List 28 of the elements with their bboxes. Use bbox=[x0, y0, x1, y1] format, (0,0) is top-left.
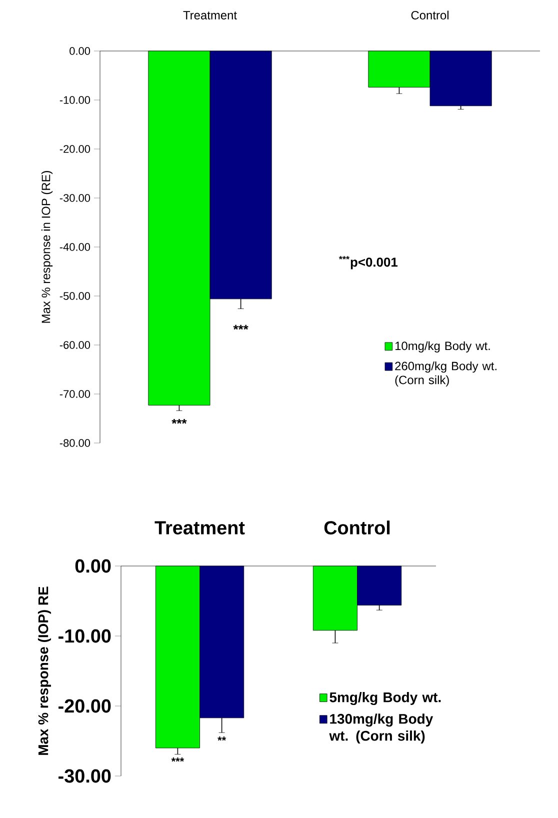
y-tick-label: -10.00 bbox=[60, 96, 90, 104]
y-tick-label: -20.00 bbox=[60, 145, 90, 153]
y-tick-label: -30.00 bbox=[60, 194, 90, 202]
y-axis-title: Max % response (IOP) RE bbox=[38, 586, 51, 755]
y-tick-label: 0.00 bbox=[70, 47, 90, 55]
legend-label: 260mg/kg Body wt. (Corn silk) bbox=[395, 361, 496, 387]
y-tick-label: 0.00 bbox=[75, 559, 111, 573]
x-tick-label: Treatment bbox=[183, 11, 237, 20]
y-tick-label: -70.00 bbox=[60, 390, 90, 398]
annotation: *** bbox=[171, 758, 184, 762]
y-tick-label: -10.00 bbox=[58, 629, 111, 643]
y-tick-label: -60.00 bbox=[60, 341, 90, 349]
annotation: *** bbox=[233, 324, 248, 330]
y-tick-label: -50.00 bbox=[60, 292, 90, 300]
x-tick-label: Treatment bbox=[154, 521, 245, 534]
annotation: ** bbox=[218, 736, 226, 741]
y-tick-label: -80.00 bbox=[60, 439, 90, 447]
legend-label: 10mg/kg Body wt. bbox=[395, 341, 490, 352]
y-tick-label: -40.00 bbox=[60, 243, 90, 251]
legend-label: 5mg/kg Body wt. bbox=[330, 692, 441, 706]
x-tick-label: Control bbox=[411, 10, 448, 20]
legend-label: 130mg/kg Body wt. (Corn silk) bbox=[329, 714, 434, 744]
y-axis-title: Max % response in IOP (RE) bbox=[41, 171, 53, 323]
y-tick-label: -20.00 bbox=[58, 699, 111, 713]
annotation: *** bbox=[172, 418, 187, 424]
x-tick-label: Control bbox=[324, 520, 390, 534]
annotation: $^{***}$p<0.001 bbox=[338, 256, 398, 270]
y-tick-label: -30.00 bbox=[58, 769, 111, 783]
